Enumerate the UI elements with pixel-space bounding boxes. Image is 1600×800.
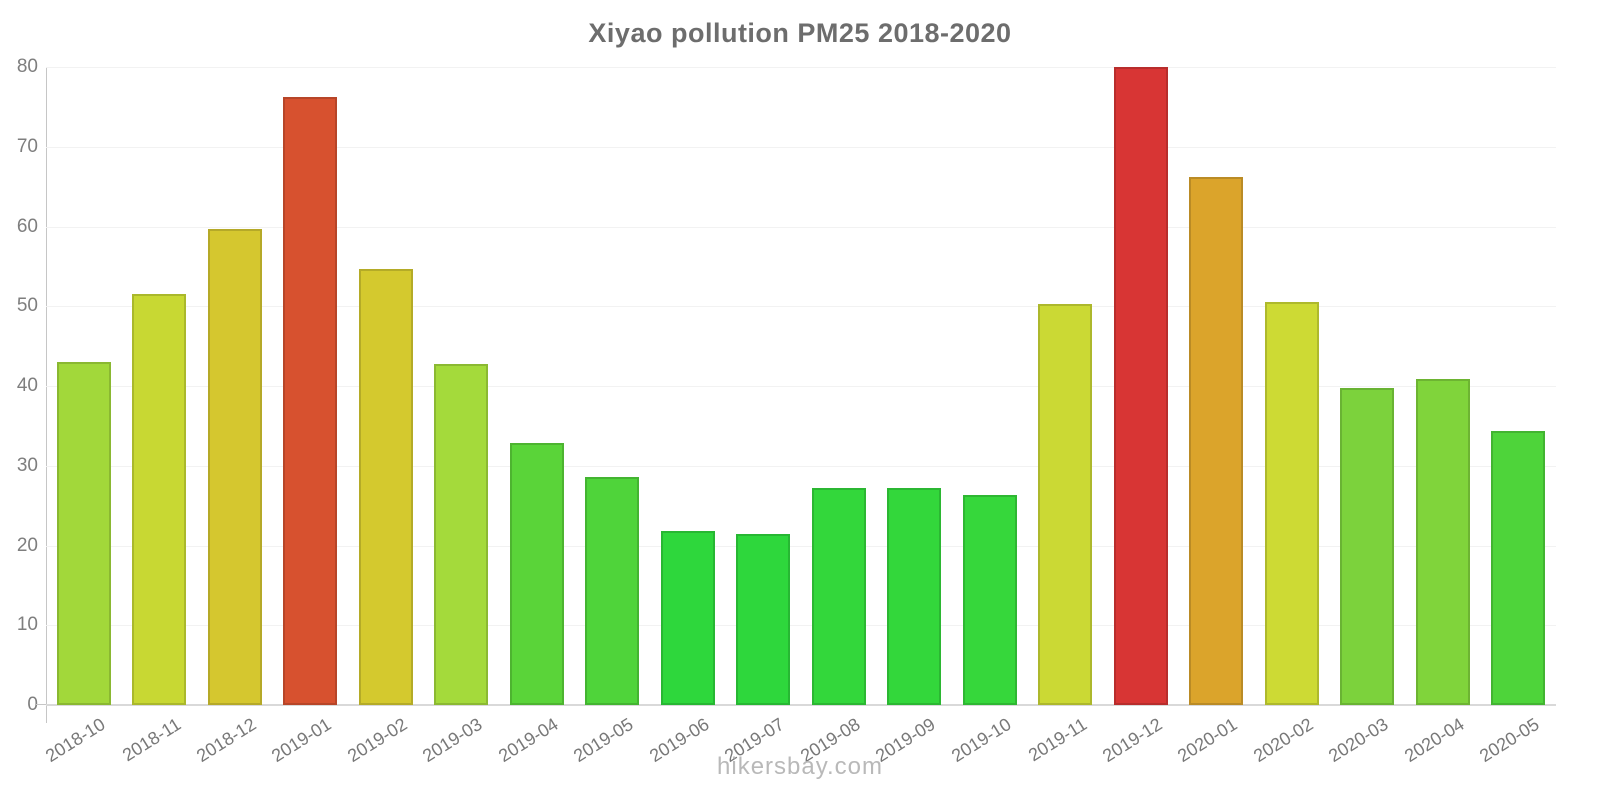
x-axis-baseline (46, 704, 1556, 706)
bar-2019-09[interactable] (887, 488, 942, 705)
bar-2019-07[interactable] (736, 534, 791, 705)
y-tick-label-0: 0 (27, 694, 38, 715)
bar-2020-01[interactable] (1189, 177, 1244, 705)
bar-2018-11[interactable] (132, 294, 187, 705)
gridline-y-50 (46, 306, 1556, 308)
bar-2019-01[interactable] (283, 96, 338, 705)
bar-2019-11[interactable] (1038, 303, 1093, 705)
bar-2019-02[interactable] (358, 268, 413, 705)
y-tick-label-80: 80 (16, 56, 38, 77)
bar-2019-05[interactable] (585, 476, 640, 705)
y-tick-label-20: 20 (16, 534, 38, 556)
plot-area (46, 67, 1556, 706)
bar-2020-04[interactable] (1415, 378, 1470, 705)
bar-2019-06[interactable] (660, 531, 715, 705)
bar-2019-08[interactable] (811, 488, 866, 705)
bar-2020-05[interactable] (1491, 431, 1546, 705)
bar-2019-03[interactable] (434, 364, 489, 705)
gridline-y-30 (46, 465, 1556, 467)
y-tick-label-10: 10 (16, 614, 38, 636)
y-axis-line (46, 67, 47, 723)
gridline-y-20 (46, 545, 1556, 547)
gridline-y-60 (46, 226, 1556, 228)
bar-2018-12[interactable] (207, 228, 262, 705)
gridline-y-40 (46, 386, 1556, 387)
y-tick-label-50: 50 (16, 295, 38, 317)
y-tick-label-40: 40 (16, 375, 38, 396)
y-tick-label-70: 70 (16, 135, 38, 157)
bar-2019-12[interactable] (1113, 67, 1168, 705)
bar-2020-02[interactable] (1264, 302, 1319, 705)
gridline-y-70 (46, 146, 1556, 148)
gridline-y-80 (46, 67, 1556, 68)
y-tick-label-60: 60 (16, 215, 38, 237)
y-axis-zero-tick (36, 704, 46, 705)
bar-2018-10[interactable] (56, 362, 111, 705)
chart-title: Xiyao pollution PM25 2018-2020 (588, 18, 1012, 48)
gridline-y-10 (46, 625, 1556, 627)
bar-2019-10[interactable] (962, 495, 1017, 705)
bar-2020-03[interactable] (1340, 387, 1395, 705)
y-tick-label-30: 30 (16, 454, 38, 476)
bar-2019-04[interactable] (509, 443, 564, 705)
watermark-text: hikersbay.com (717, 753, 883, 780)
